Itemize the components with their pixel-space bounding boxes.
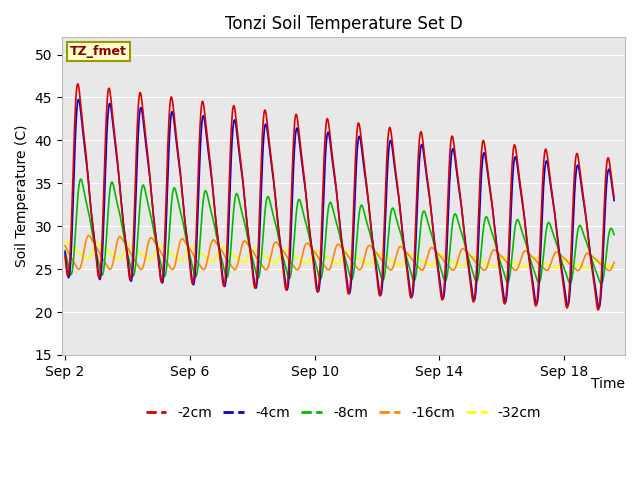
Legend: -2cm, -4cm, -8cm, -16cm, -32cm: -2cm, -4cm, -8cm, -16cm, -32cm [140, 400, 547, 425]
X-axis label: Time: Time [591, 377, 625, 391]
Text: TZ_fmet: TZ_fmet [70, 45, 127, 58]
Title: Tonzi Soil Temperature Set D: Tonzi Soil Temperature Set D [225, 15, 462, 33]
Y-axis label: Soil Temperature (C): Soil Temperature (C) [15, 125, 29, 267]
